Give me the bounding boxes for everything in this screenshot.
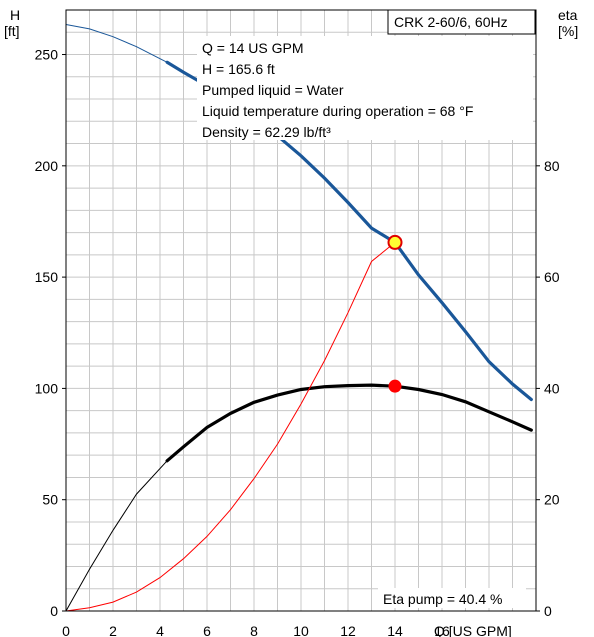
left-axis-label-2: [ft]	[4, 23, 20, 39]
y-right-tick-label: 80	[544, 158, 560, 174]
y-left-tick-label: 250	[35, 47, 59, 63]
plot-frame	[65, 9, 537, 612]
y-right-tick-label: 40	[544, 380, 560, 396]
x-tick-label: 4	[156, 623, 164, 637]
duty-points	[387, 234, 403, 393]
title-box	[387, 9, 536, 35]
system-curve	[65, 242, 396, 612]
info-line-density: Density = 62.29 lb/ft³	[202, 124, 331, 140]
y-right-tick-label: 20	[544, 492, 560, 508]
x-tick-label: 8	[250, 623, 258, 637]
x-tick-label: 0	[62, 623, 70, 637]
y-left-tick-label: 100	[35, 380, 59, 396]
duty-point-efficiency	[388, 379, 402, 393]
info-line-liquid: Pumped liquid = Water	[202, 82, 344, 98]
info-background	[197, 36, 533, 140]
info-line-flow: Q = 14 US GPM	[202, 40, 304, 56]
x-tick-label: 12	[340, 623, 356, 637]
eta-label-background	[378, 588, 526, 608]
x-tick-label: 6	[203, 623, 211, 637]
x-axis-label: Q [US GPM]	[434, 623, 512, 637]
left-axis-label-1: H	[10, 7, 20, 23]
eta-pump-label: Eta pump = 40.4 %	[383, 591, 502, 607]
y-left-tick-label: 50	[42, 492, 58, 508]
tick-labels: 0 2 4 6 8 10 12 14 16 0 50 100 150 200 250 0 20 40 60 80	[35, 47, 560, 637]
duty-point-head	[387, 234, 403, 250]
info-line-head: H = 165.6 ft	[202, 61, 275, 77]
x-tick-label: 2	[109, 623, 117, 637]
y-right-tick-label: 60	[544, 269, 560, 285]
y-left-tick-label: 200	[35, 158, 59, 174]
right-axis-label-1: eta	[558, 7, 578, 23]
title-box-text: CRK 2-60/6, 60Hz	[394, 14, 508, 30]
y-right-tick-label: 0	[544, 603, 552, 619]
x-tick-label: 10	[293, 623, 309, 637]
x-tick-label: 16	[434, 623, 450, 637]
x-tick-label: 14	[387, 623, 403, 637]
efficiency-curve	[165, 383, 533, 463]
y-left-tick-label: 0	[50, 603, 58, 619]
info-line-temperature: Liquid temperature during operation = 68…	[202, 103, 473, 119]
right-axis-label-2: [%]	[558, 23, 578, 39]
y-left-tick-label: 150	[35, 269, 59, 285]
efficiency-curve-extension	[65, 460, 168, 612]
head-curve-extension	[65, 24, 168, 63]
